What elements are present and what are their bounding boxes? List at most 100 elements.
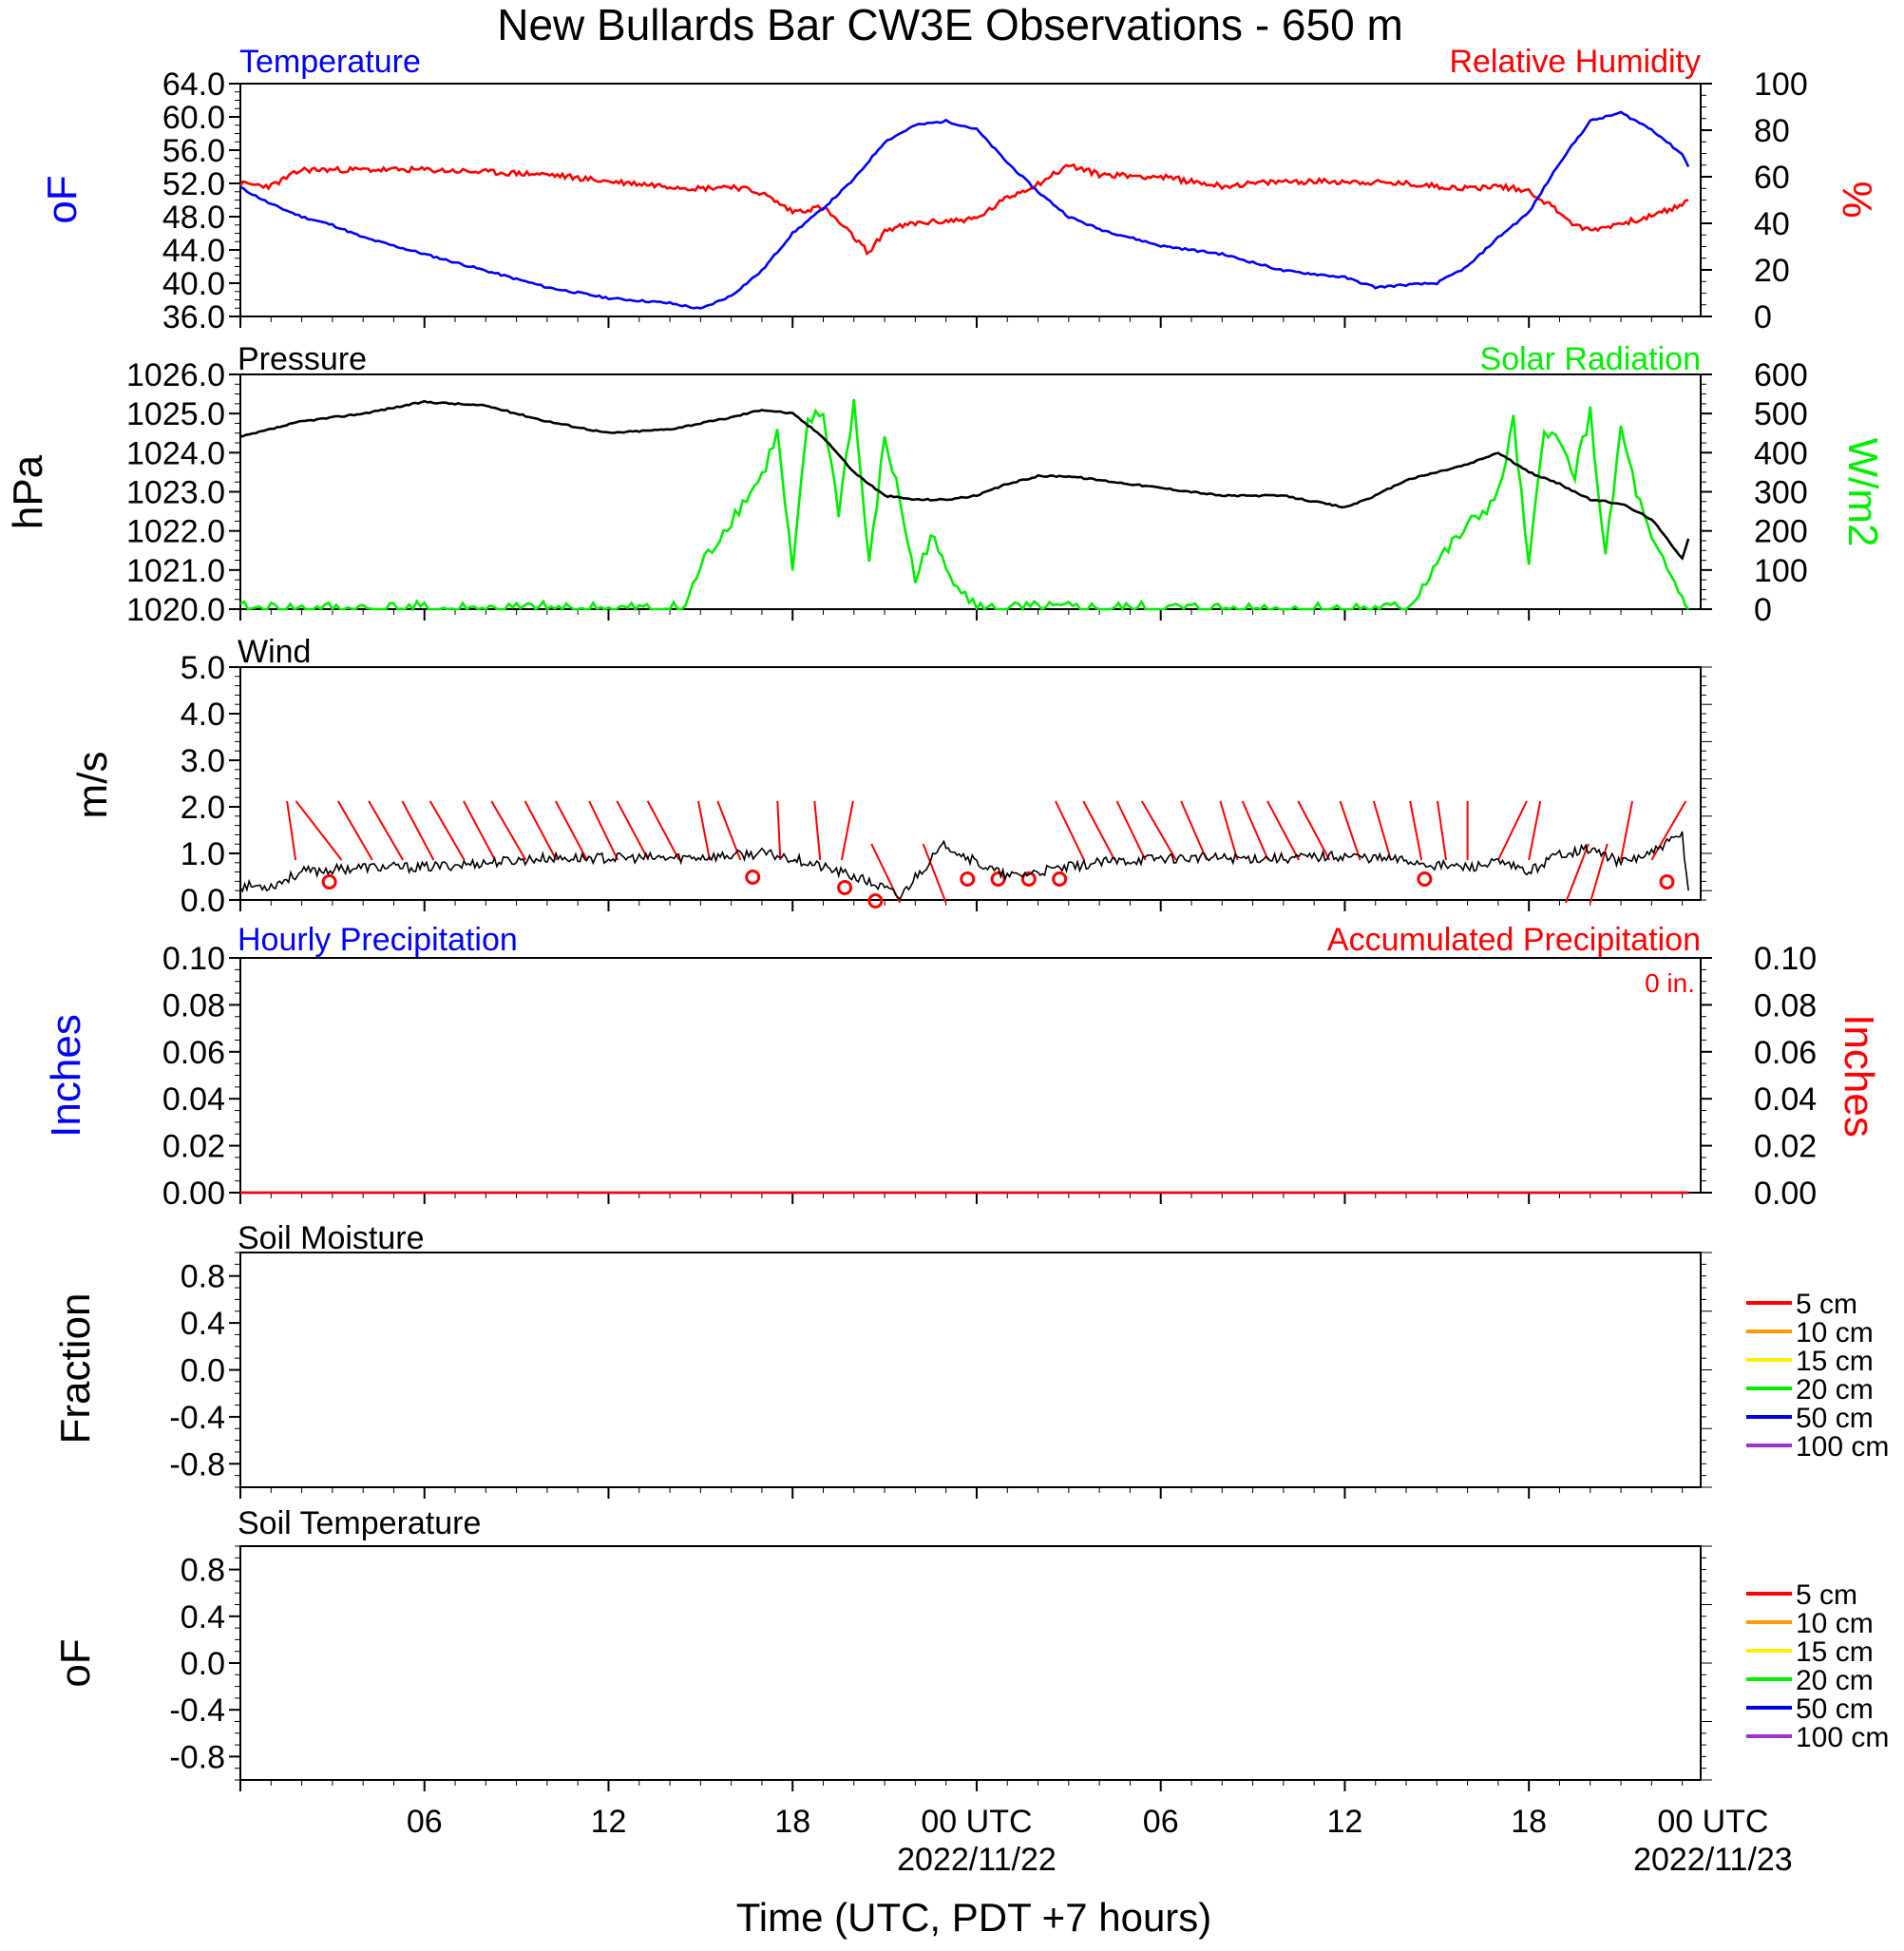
y-tick-label: 1021.0: [126, 553, 225, 589]
panel-precip: Hourly Precipitation Accumulated Precipi…: [43, 922, 1882, 1212]
y-right-tick-label: 0.04: [1754, 1081, 1817, 1118]
wind-barb: [1241, 800, 1269, 861]
legend-label: 10 cm: [1796, 1608, 1874, 1639]
y-tick-label: 1023.0: [126, 475, 225, 511]
chart-title: New Bullards Bar CW3E Observations - 650…: [497, 0, 1403, 49]
wind-barb: [616, 800, 650, 861]
wind-barb: [1115, 800, 1147, 861]
hourly-precip-title: Hourly Precipitation: [238, 922, 518, 958]
y-tick-label: 1.0: [181, 836, 225, 872]
y-tick-label: 2.0: [181, 790, 225, 826]
legend-label: 20 cm: [1796, 1374, 1874, 1406]
y-tick-label: 0.8: [181, 1553, 225, 1589]
x-date-label: 2022/11/22: [897, 1842, 1057, 1878]
y-tick-label: 44.0: [162, 233, 225, 269]
panel-pressure-solar: Pressure Solar Radiation 1026.01025.0102…: [5, 341, 1886, 628]
legend-label: 100 cm: [1796, 1431, 1889, 1463]
calm-wind-marker: [837, 880, 853, 895]
y-right-tick-label: 0.08: [1754, 987, 1817, 1023]
legend-label: 15 cm: [1796, 1636, 1874, 1668]
y-right-tick-label: 0: [1754, 299, 1772, 335]
wind-barb: [646, 800, 680, 861]
p5-axis-ticks: 0.8 0.4 0.0 -0.4 -0.8: [169, 1252, 1712, 1499]
y-tick-label: 0.00: [162, 1176, 225, 1212]
y-tick-label: 0.4: [181, 1599, 225, 1635]
wind-barb: [1437, 800, 1447, 861]
x-date-label: 2022/11/23: [1633, 1842, 1793, 1878]
y-right-tick-label: 200: [1754, 514, 1808, 550]
calm-wind-marker: [1052, 871, 1068, 887]
accum-precip-title: Accumulated Precipitation: [1327, 922, 1701, 958]
y-tick-label: -0.8: [169, 1446, 225, 1482]
solar-title: Solar Radiation: [1480, 341, 1701, 377]
x-tick-label: 00 UTC: [921, 1804, 1032, 1840]
wind-barb: [1528, 800, 1542, 861]
wind-barb: [1140, 800, 1177, 861]
y-tick-label: 36.0: [162, 299, 225, 335]
wind-barb: [336, 800, 373, 861]
x-tick-label: 06: [1143, 1804, 1179, 1840]
wind-unit: m/s: [69, 752, 116, 819]
y-tick-label: 1022.0: [126, 514, 225, 550]
calm-wind-marker: [321, 874, 337, 889]
y-tick-label: 1020.0: [126, 592, 225, 628]
wind-barb: [716, 800, 742, 861]
soil-moisture-title: Soil Moisture: [238, 1220, 425, 1256]
wind-barb: [1564, 843, 1590, 904]
panel-soil-moisture: Soil Moisture 0.8 0.4 0.0 -0.4 -0.8 Fraction…: [52, 1220, 1889, 1499]
y-right-tick-label: 0: [1754, 592, 1772, 628]
wind-barb: [922, 843, 947, 904]
wind-barb: [428, 800, 466, 861]
wind-barb: [286, 800, 297, 861]
soil-temp-unit: oF: [52, 1638, 99, 1687]
rh-series-line: [238, 163, 1689, 256]
wind-barb: [295, 800, 343, 861]
y-tick-label: 0.8: [181, 1259, 225, 1295]
wind-barb: [490, 800, 527, 861]
calm-wind-marker: [960, 871, 976, 887]
y-tick-label: 1025.0: [126, 396, 225, 432]
y-tick-label: 0.08: [162, 987, 225, 1023]
panel-soil-temp: Soil Temperature 0.8 0.4 0.0 -0.4 -0.8 oF 5 …: [52, 1505, 1889, 1791]
x-tick-label: 00 UTC: [1657, 1804, 1768, 1840]
x-tick-label: 12: [1327, 1804, 1363, 1840]
wind-barb: [776, 800, 782, 861]
y-tick-label: 1026.0: [126, 357, 225, 393]
y-tick-label: 48.0: [162, 200, 225, 236]
precip-right-unit: Inches: [1836, 1014, 1882, 1138]
temp-unit: oF: [39, 175, 86, 223]
calm-wind-marker: [745, 870, 761, 885]
wind-barb: [1409, 800, 1423, 861]
y-right-tick-label: 300: [1754, 475, 1808, 511]
y-tick-label: 52.0: [162, 166, 225, 202]
y-right-tick-label: 100: [1754, 553, 1808, 589]
legend-label: 5 cm: [1796, 1289, 1857, 1320]
wind-barbs: [286, 800, 1687, 909]
x-tick-label: 12: [591, 1804, 627, 1840]
wind-barb: [368, 800, 405, 861]
x-axis-title: Time (UTC, PDT +7 hours): [736, 1895, 1212, 1940]
wind-barb: [697, 800, 712, 861]
y-right-tick-label: 400: [1754, 435, 1808, 471]
x-tick-label: 06: [407, 1804, 443, 1840]
p6-axis-ticks: 0.8 0.4 0.0 -0.4 -0.8: [169, 1545, 1712, 1791]
solar-unit: W/m2: [1839, 438, 1886, 547]
wind-title: Wind: [238, 634, 311, 670]
y-tick-label: 64.0: [162, 67, 225, 103]
wind-barb: [840, 800, 854, 861]
legend-label: 5 cm: [1796, 1579, 1857, 1611]
accum-precip-value: 0 in.: [1645, 968, 1695, 998]
y-tick-label: 0.0: [181, 1646, 225, 1682]
legend-label: 20 cm: [1796, 1665, 1874, 1696]
y-right-tick-label: 600: [1754, 357, 1808, 393]
y-tick-label: 5.0: [181, 650, 225, 686]
wind-barb: [1219, 800, 1239, 861]
wind-barb: [1266, 800, 1300, 861]
p3-frame: [239, 666, 1702, 901]
p5-frame: [239, 1252, 1702, 1488]
soil-temp-title: Soil Temperature: [238, 1505, 481, 1541]
y-tick-label: 60.0: [162, 100, 225, 136]
